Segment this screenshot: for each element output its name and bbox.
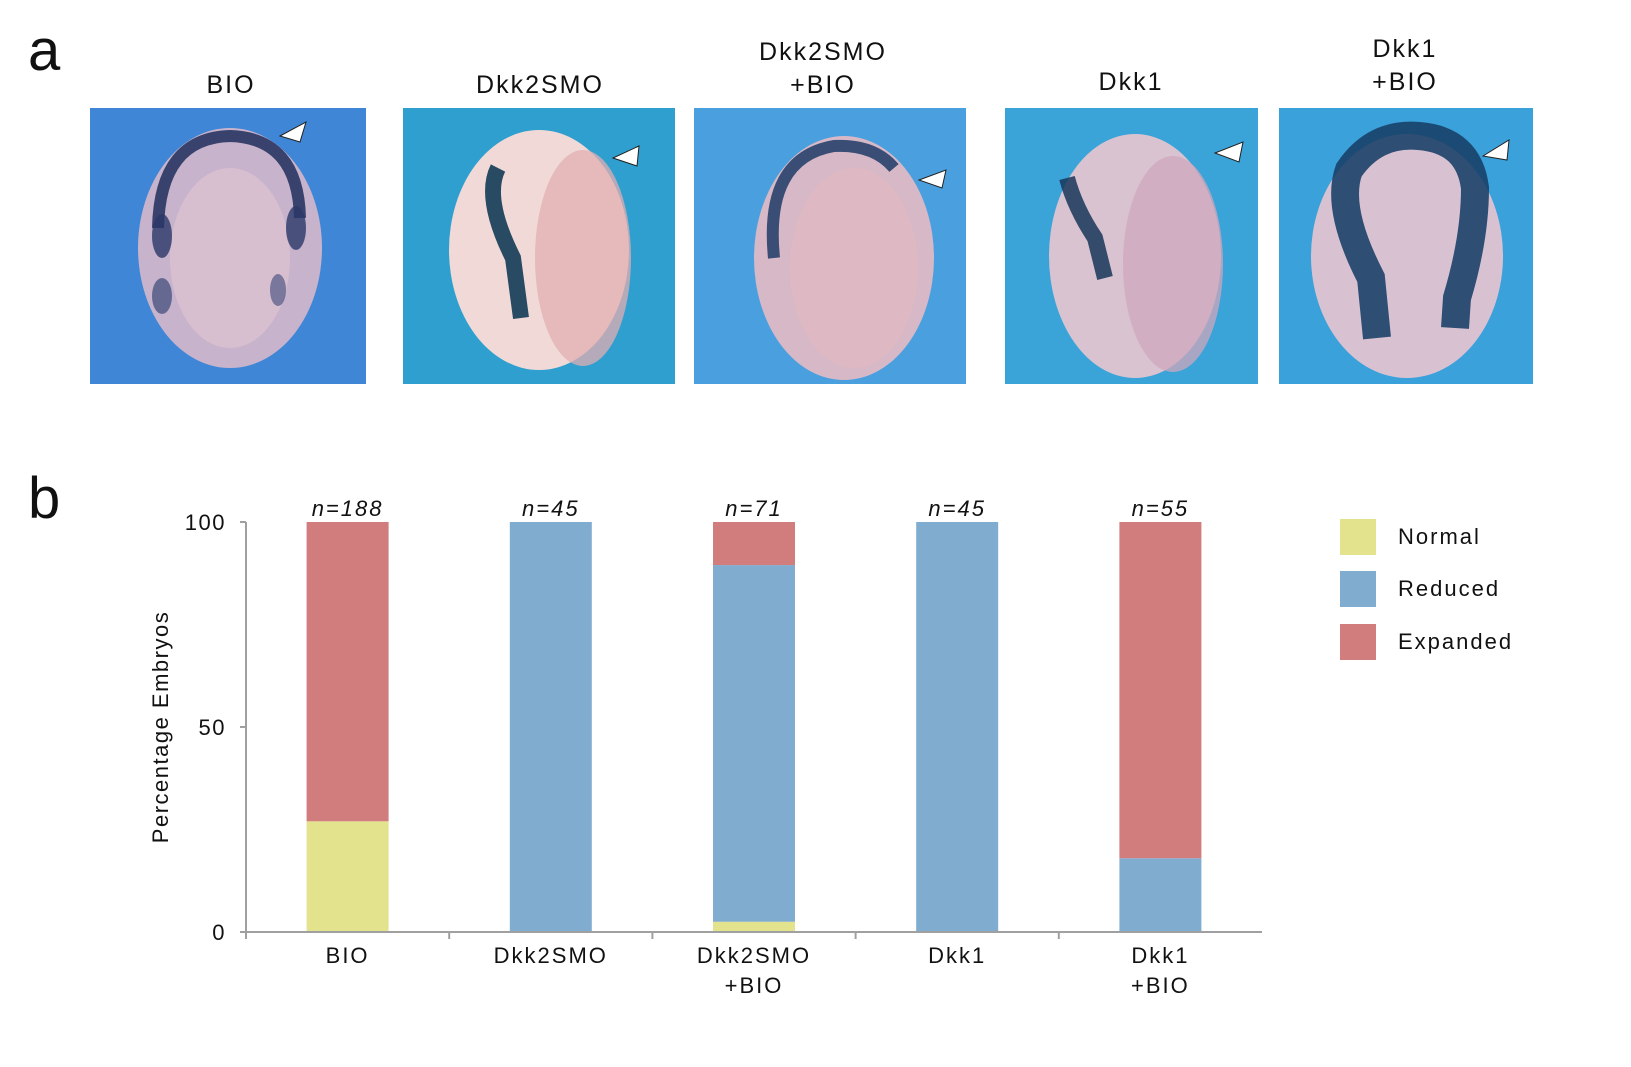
image-label-dkk2smo: Dkk2SMO [476,71,604,99]
legend-item-reduced: Reduced [1340,571,1500,607]
arrowhead-icon [611,145,640,167]
bar-segment-normal [713,921,795,932]
bar-segment-expanded [306,522,389,822]
bar-segment-expanded [713,522,795,566]
bar-n-label: n=45 [928,496,986,521]
x-tick-label: Dkk1 [928,943,986,968]
bar-n-label: n=45 [522,496,580,521]
arrowhead-icon [278,120,307,143]
x-tick-label: BIO [326,943,370,968]
image-label-dkk1: Dkk1 [1098,68,1164,96]
y-tick-label: 50 [199,715,226,740]
bar-n-label: n=188 [312,496,384,521]
arrowhead-icon [917,169,947,189]
panel-a-letter: a [28,18,61,83]
legend-swatch-expanded [1340,624,1376,660]
legend-swatch-reduced [1340,571,1376,607]
legend-item-normal: Normal [1340,519,1481,555]
bar-segment-reduced [509,522,592,932]
legend-label-expanded: Expanded [1398,629,1514,654]
bar-segment-reduced [713,565,795,922]
bar-n-label: n=71 [725,496,783,521]
y-axis-label: Percentage Embryos [148,611,173,843]
embryo-image-dkk2smo [403,108,675,384]
panel-b-letter: b [28,466,61,531]
x-tick-label: +BIO [1131,973,1190,998]
image-label-dkk2smo-bio: Dkk2SMO +BIO [759,38,887,99]
image-label-bio: BIO [206,71,256,99]
bar-segment-reduced [1119,858,1202,932]
arrowhead-icon [1481,139,1510,161]
bar-n-label: n=55 [1132,496,1190,521]
bar-segment-expanded [1119,522,1202,859]
image-label-dkk1-bio: Dkk1 +BIO [1372,35,1438,96]
x-tick-label: Dkk2SMO [494,943,608,968]
embryo-image-bio [90,108,366,384]
legend-label-reduced: Reduced [1398,576,1501,601]
x-tick-label: Dkk2SMO [697,943,811,968]
embryo-image-dkk1-bio [1279,108,1533,384]
y-tick-label: 0 [212,920,226,945]
x-tick-label: +BIO [725,973,784,998]
embryo-image-dkk1 [1005,108,1258,384]
legend-label-normal: Normal [1398,524,1481,549]
legend-swatch-normal [1340,519,1376,555]
bar-segment-reduced [916,522,999,932]
y-tick-label: 100 [185,510,226,535]
stacked-bar-chart: n=188 BIO n=45 Dkk2SMO n=71 Dkk2SMO +BIO n=45 Dk… [148,496,1262,998]
bar-segment-normal [306,821,389,932]
legend-item-expanded: Expanded [1340,624,1513,660]
x-tick-label: Dkk1 [1131,943,1189,968]
arrowhead-icon [1213,141,1244,163]
embryo-image-dkk2smo-bio [694,108,966,384]
